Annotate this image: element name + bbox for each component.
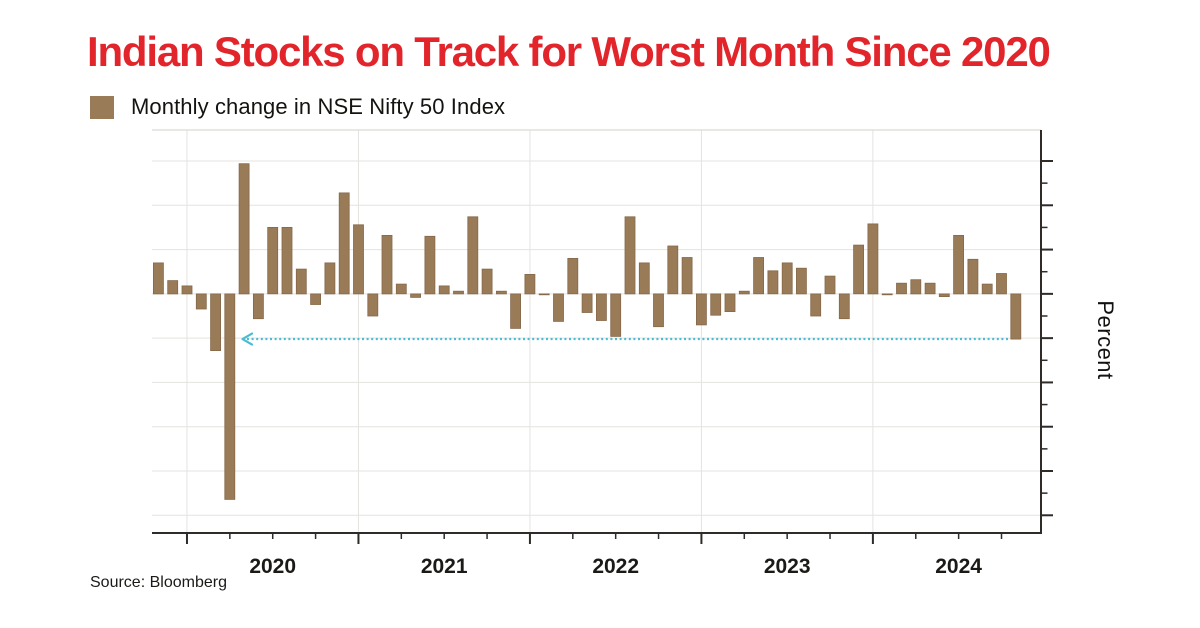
bars xyxy=(152,163,1022,500)
bar-2024-04 xyxy=(924,282,936,295)
bar-2021-03 xyxy=(395,283,407,295)
bar-2021-12 xyxy=(524,273,536,295)
x-tick-label-2024: 2024 xyxy=(935,555,982,578)
bar-2023-09 xyxy=(824,275,836,295)
x-tick-label-2023: 2023 xyxy=(764,555,811,578)
bar-2024-08 xyxy=(981,283,993,295)
gridlines xyxy=(152,129,1041,533)
bar-2023-03 xyxy=(738,290,750,295)
bar-2020-03 xyxy=(224,293,236,500)
bar-2021-09 xyxy=(481,268,493,295)
bar-2020-11 xyxy=(338,192,350,295)
bar-2024-09 xyxy=(996,273,1007,295)
bar-2020-12 xyxy=(353,224,364,295)
bar-2020-05 xyxy=(252,293,264,320)
bar-2022-06 xyxy=(610,293,622,337)
bar-2023-04 xyxy=(753,257,764,295)
bar-2022-10 xyxy=(667,245,679,295)
arrow-head-icon xyxy=(241,332,254,346)
bar-2021-05 xyxy=(424,235,436,295)
bar-2023-11 xyxy=(853,244,864,295)
bar-2022-12 xyxy=(696,293,707,326)
bar-2022-02 xyxy=(553,293,564,322)
bar-2021-04 xyxy=(410,293,422,298)
bar-2023-01 xyxy=(710,293,722,316)
bar-2020-10 xyxy=(324,262,336,295)
axes xyxy=(152,130,1042,534)
y-axis-label: Percent xyxy=(1093,300,1118,380)
bar-2020-08 xyxy=(295,268,307,295)
bar-2022-07 xyxy=(624,216,636,295)
bar-2023-12 xyxy=(867,223,879,295)
bar-2022-04 xyxy=(581,293,593,313)
x-tick-label-2020: 2020 xyxy=(249,555,296,578)
bar-2022-05 xyxy=(596,293,607,321)
bar-2020-06 xyxy=(267,226,279,295)
bar-2024-03 xyxy=(910,279,922,295)
bar-2021-06 xyxy=(438,285,450,295)
legend-label: Monthly change in NSE Nifty 50 Index xyxy=(131,94,506,119)
x-axis-ticks xyxy=(185,533,1003,544)
y-axis-ticks xyxy=(1041,160,1053,517)
bar-2024-07 xyxy=(967,258,979,295)
bar-2024-06 xyxy=(953,234,964,295)
bar-2021-01 xyxy=(367,293,379,317)
bar-2020-02 xyxy=(210,293,222,351)
bar-2023-10 xyxy=(838,293,850,320)
x-tick-labels: 2020 2021 2022 2023 2024 xyxy=(249,555,982,578)
bar-2023-06 xyxy=(781,262,793,295)
legend: Monthly change in NSE Nifty 50 Index xyxy=(90,94,505,120)
bar-2021-08 xyxy=(467,216,479,295)
bar-2021-02 xyxy=(381,234,393,295)
bar-2021-11 xyxy=(510,293,522,329)
bar-2020-09 xyxy=(310,293,322,305)
legend-swatch-icon xyxy=(90,95,114,119)
bar-2022-03 xyxy=(567,257,579,295)
bar-2021-07 xyxy=(453,290,464,295)
chart-title: Indian Stocks on Track for Worst Month S… xyxy=(87,28,1051,75)
arrow-annotation xyxy=(241,332,1010,346)
bar-2023-07 xyxy=(796,267,807,295)
bar-2024-05 xyxy=(938,293,950,297)
bar-2019-12 xyxy=(181,285,193,295)
x-tick-label-2021: 2021 xyxy=(421,555,468,578)
bar-2021-10 xyxy=(495,290,507,295)
bar-2024-02 xyxy=(896,282,907,295)
bar-2024-10 xyxy=(1010,293,1022,340)
bar-2020-01 xyxy=(195,293,207,310)
bar-2019-11 xyxy=(167,280,179,295)
x-tick-label-2022: 2022 xyxy=(592,555,639,578)
bar-2024-01 xyxy=(881,293,893,296)
bar-2019-10 xyxy=(152,262,164,295)
bar-2023-02 xyxy=(724,293,736,312)
bar-2022-11 xyxy=(681,257,693,295)
bar-2020-04 xyxy=(238,163,250,295)
bar-2023-08 xyxy=(810,293,822,317)
bar-2022-08 xyxy=(638,262,650,295)
bar-2023-05 xyxy=(767,270,779,295)
bar-2022-01 xyxy=(538,293,550,296)
source-credit: Source: Bloomberg xyxy=(90,574,227,591)
bar-2022-09 xyxy=(653,293,664,328)
bar-2020-07 xyxy=(281,226,293,295)
